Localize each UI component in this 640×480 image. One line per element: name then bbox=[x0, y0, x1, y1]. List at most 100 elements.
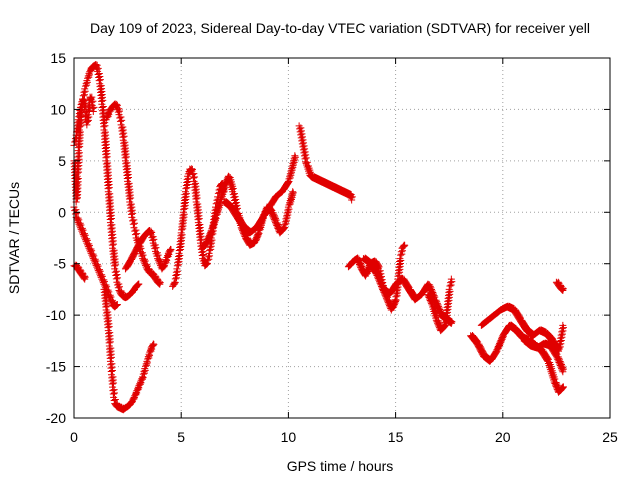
data-point-dense bbox=[129, 220, 137, 228]
data-point bbox=[81, 275, 89, 283]
data-point-dense bbox=[129, 395, 137, 403]
data-point-dense bbox=[233, 201, 241, 209]
y-tick-label: 5 bbox=[58, 153, 66, 169]
data-point-dense bbox=[89, 104, 97, 112]
data-point-dense bbox=[110, 240, 118, 248]
data-point-dense bbox=[114, 274, 122, 282]
data-point-dense bbox=[108, 366, 116, 374]
data-point-dense bbox=[204, 256, 212, 264]
data-point-dense bbox=[172, 268, 180, 276]
data-point-dense bbox=[134, 281, 142, 289]
data-point-dense bbox=[300, 142, 308, 150]
data-point-dense bbox=[291, 153, 299, 161]
y-axis-ticks: -20 -15 -10 -5 0 5 10 15 bbox=[46, 50, 610, 426]
data-point-dense bbox=[193, 194, 201, 202]
data-point-dense bbox=[300, 139, 308, 147]
data-point-dense bbox=[107, 353, 115, 361]
data-point bbox=[156, 280, 164, 288]
data-point-dense bbox=[297, 127, 305, 135]
data-point-dense bbox=[95, 69, 103, 77]
data-point-dense bbox=[558, 328, 566, 336]
data-point-dense bbox=[301, 155, 309, 163]
y-tick-label: 0 bbox=[58, 204, 66, 220]
data-point-dense bbox=[166, 247, 174, 255]
data-point-dense bbox=[80, 274, 88, 282]
data-point-dense bbox=[103, 302, 111, 310]
data-point bbox=[89, 107, 97, 115]
data-point bbox=[171, 278, 179, 286]
data-point-dense bbox=[112, 302, 120, 310]
data-point-dense bbox=[289, 189, 297, 197]
data-point-dense bbox=[131, 231, 139, 239]
x-tick-label: 0 bbox=[70, 429, 78, 445]
data-point-dense bbox=[95, 77, 103, 85]
data-point-dense bbox=[171, 275, 179, 283]
data-point-dense bbox=[399, 242, 407, 250]
data-point bbox=[149, 340, 157, 348]
data-point-dense bbox=[71, 210, 79, 218]
data-point-dense bbox=[229, 185, 237, 193]
plot-frame bbox=[73, 57, 611, 419]
data-point-dense bbox=[116, 117, 124, 125]
x-tick-label: 20 bbox=[495, 429, 511, 445]
data-point bbox=[559, 286, 567, 294]
data-point-dense bbox=[284, 206, 292, 214]
data-point-dense bbox=[90, 103, 98, 111]
data-point-dense bbox=[232, 198, 240, 206]
data-point-dense bbox=[283, 212, 291, 220]
data-point-dense bbox=[397, 251, 405, 259]
data-point-dense bbox=[138, 375, 146, 383]
data-point-dense bbox=[155, 280, 163, 288]
x-axis-label: GPS time / hours bbox=[287, 458, 394, 474]
y-tick-label: 10 bbox=[50, 101, 66, 117]
data-point-dense bbox=[195, 215, 203, 223]
data-point-dense bbox=[298, 130, 306, 138]
y-axis-label: SDTVAR / TECUs bbox=[6, 182, 22, 294]
data-point-dense bbox=[124, 173, 132, 181]
data-point-dense bbox=[558, 366, 566, 374]
data-point-dense bbox=[446, 282, 454, 290]
chart-title: Day 109 of 2023, Sidereal Day-to-day VTE… bbox=[90, 20, 590, 36]
data-point bbox=[445, 285, 453, 293]
data-point-dense bbox=[281, 218, 289, 226]
data-point-dense bbox=[105, 184, 113, 192]
data-point-dense bbox=[299, 136, 307, 144]
data-point-dense bbox=[94, 64, 102, 72]
data-point-dense bbox=[558, 286, 566, 294]
data-point-dense bbox=[110, 379, 118, 387]
data-point-dense bbox=[302, 151, 310, 159]
data-point-dense bbox=[557, 334, 565, 342]
data-point-dense bbox=[112, 261, 120, 269]
data-point-dense bbox=[111, 389, 119, 397]
data-point-dense bbox=[279, 225, 287, 233]
data-point-dense bbox=[397, 248, 405, 256]
y-tick-label: -5 bbox=[54, 256, 67, 272]
data-points bbox=[70, 61, 567, 414]
data-point-dense bbox=[122, 153, 130, 161]
data-point-dense bbox=[103, 153, 111, 161]
data-point-dense bbox=[105, 323, 113, 331]
data-point bbox=[447, 275, 455, 283]
data-point-dense bbox=[134, 385, 142, 393]
data-point-dense bbox=[106, 338, 114, 346]
data-point-dense bbox=[555, 344, 563, 352]
data-point-dense bbox=[199, 250, 207, 258]
y-tick-label: -20 bbox=[46, 410, 66, 426]
data-point bbox=[348, 196, 356, 204]
data-point-dense bbox=[556, 341, 564, 349]
data-point-dense bbox=[391, 297, 399, 305]
data-point-dense bbox=[112, 275, 120, 283]
data-point-dense bbox=[149, 341, 157, 349]
data-point-dense bbox=[284, 178, 292, 186]
data-point-dense bbox=[101, 122, 109, 130]
x-tick-label: 10 bbox=[281, 429, 297, 445]
data-point-dense bbox=[301, 148, 309, 156]
data-point-dense bbox=[298, 133, 306, 141]
data-point bbox=[396, 255, 404, 263]
x-axis-ticks: 0 5 10 15 20 25 bbox=[70, 58, 618, 445]
x-tick-label: 15 bbox=[388, 429, 404, 445]
data-point-dense bbox=[557, 331, 565, 339]
data-point-dense bbox=[170, 280, 178, 288]
data-point-dense bbox=[112, 267, 120, 275]
